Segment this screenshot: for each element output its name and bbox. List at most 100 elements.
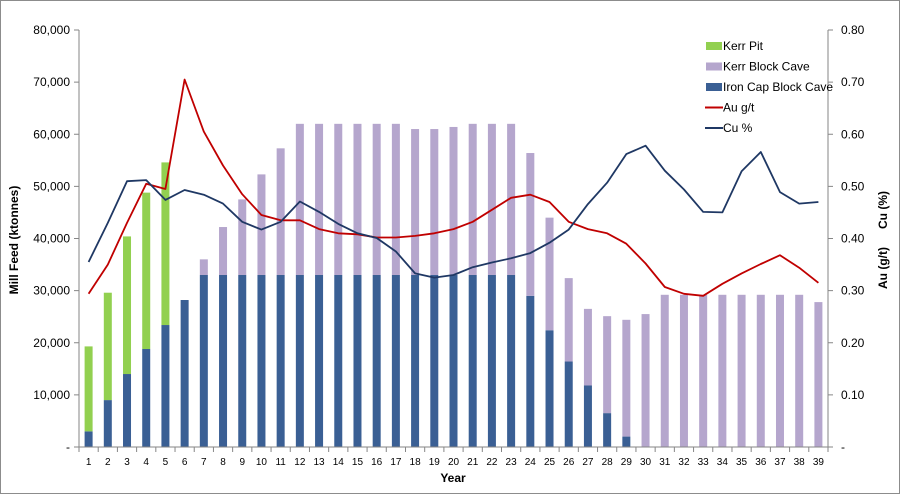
x-tick-label: 8 bbox=[220, 457, 226, 468]
y-left-tick-label: 60,000 bbox=[33, 127, 70, 141]
x-tick-label: 20 bbox=[448, 457, 460, 468]
bar-kerr-block-cave-30 bbox=[641, 314, 650, 447]
bar-kerr-block-cave-11 bbox=[276, 148, 285, 275]
lines-layer bbox=[87, 78, 819, 297]
legend-swatch-kerr-pit bbox=[706, 42, 722, 50]
x-tick-label: 11 bbox=[275, 457, 286, 468]
x-tick-label: 14 bbox=[333, 457, 345, 468]
y-axis-title-left: Mill Feed (ktonnes) bbox=[7, 186, 21, 295]
x-tick-label: 2 bbox=[105, 457, 111, 468]
x-tick-label: 10 bbox=[256, 457, 268, 468]
y-right-tick-label: 0.10 bbox=[841, 388, 865, 402]
bar-iron-cap-block-cave-29 bbox=[622, 436, 631, 447]
x-tick-label: 26 bbox=[563, 457, 575, 468]
bar-kerr-block-cave-20 bbox=[449, 126, 458, 275]
bar-iron-cap-block-cave-14 bbox=[334, 274, 343, 447]
bar-iron-cap-block-cave-6 bbox=[180, 300, 189, 447]
bar-iron-cap-block-cave-8 bbox=[219, 274, 228, 447]
x-tick-label: 29 bbox=[621, 457, 633, 468]
bar-iron-cap-block-cave-13 bbox=[315, 274, 324, 447]
x-tick-label: 18 bbox=[410, 457, 422, 468]
x-tick-label: 23 bbox=[506, 457, 518, 468]
y-left-tick-label: 10,000 bbox=[33, 388, 70, 402]
x-tick-label: 21 bbox=[467, 457, 479, 468]
bar-kerr-pit-1 bbox=[84, 346, 93, 432]
bar-iron-cap-block-cave-12 bbox=[295, 274, 304, 447]
bar-iron-cap-block-cave-1 bbox=[84, 431, 93, 447]
bar-kerr-block-cave-23 bbox=[507, 123, 516, 275]
bar-iron-cap-block-cave-28 bbox=[603, 413, 612, 447]
x-tick-label: 5 bbox=[163, 457, 169, 468]
bar-iron-cap-block-cave-11 bbox=[276, 274, 285, 447]
bar-kerr-block-cave-27 bbox=[583, 308, 592, 386]
x-tick-label: 32 bbox=[678, 457, 690, 468]
bar-iron-cap-block-cave-26 bbox=[564, 361, 573, 447]
bar-iron-cap-block-cave-10 bbox=[257, 274, 266, 447]
x-tick-label: 19 bbox=[429, 457, 441, 468]
bar-kerr-block-cave-29 bbox=[622, 319, 631, 437]
y-left-tick-label: - bbox=[66, 440, 70, 454]
bar-kerr-block-cave-13 bbox=[315, 123, 324, 275]
bar-iron-cap-block-cave-9 bbox=[238, 274, 247, 447]
bar-iron-cap-block-cave-17 bbox=[391, 274, 400, 447]
legend-label-iron-cap-block-cave: Iron Cap Block Cave bbox=[723, 80, 833, 94]
bar-iron-cap-block-cave-22 bbox=[487, 274, 496, 447]
legend-label-kerr-block-cave: Kerr Block Cave bbox=[723, 60, 810, 74]
bar-kerr-block-cave-22 bbox=[487, 123, 496, 275]
bar-kerr-block-cave-31 bbox=[660, 294, 669, 447]
y-left-tick-label: 30,000 bbox=[33, 284, 70, 298]
bar-kerr-block-cave-19 bbox=[430, 129, 439, 275]
y-right-tick-label: 0.40 bbox=[841, 232, 865, 246]
bar-kerr-block-cave-36 bbox=[756, 294, 765, 447]
bar-kerr-block-cave-25 bbox=[545, 217, 554, 331]
x-tick-label: 16 bbox=[371, 457, 383, 468]
bar-kerr-block-cave-28 bbox=[603, 316, 612, 414]
bar-kerr-block-cave-18 bbox=[411, 129, 420, 275]
y-right-tick-label: 0.70 bbox=[841, 75, 865, 89]
bar-kerr-block-cave-32 bbox=[679, 294, 688, 447]
bar-iron-cap-block-cave-4 bbox=[142, 349, 151, 447]
bars-layer bbox=[84, 123, 823, 447]
x-tick-label: 12 bbox=[294, 457, 306, 468]
bar-iron-cap-block-cave-18 bbox=[411, 274, 420, 447]
y-right-tick-label: 0.50 bbox=[841, 179, 865, 193]
bar-kerr-block-cave-14 bbox=[334, 123, 343, 275]
bar-kerr-block-cave-33 bbox=[699, 294, 708, 447]
x-tick-label: 30 bbox=[640, 457, 652, 468]
bar-kerr-pit-5 bbox=[161, 162, 170, 326]
x-tick-label: 39 bbox=[813, 457, 825, 468]
bar-kerr-block-cave-37 bbox=[775, 294, 784, 447]
axes-layer: - 10,000 20,000 30,000 40,000 50,000 60,000 70,… bbox=[33, 23, 864, 468]
legend-swatch-iron-cap-block-cave bbox=[706, 83, 722, 91]
x-tick-label: 1 bbox=[86, 457, 92, 468]
line-au-g-t bbox=[87, 78, 819, 297]
x-tick-label: 37 bbox=[774, 457, 786, 468]
x-tick-label: 33 bbox=[698, 457, 710, 468]
bar-kerr-block-cave-38 bbox=[795, 294, 804, 447]
bar-kerr-block-cave-9 bbox=[238, 199, 247, 275]
y-right-tick-label: 0.20 bbox=[841, 336, 865, 350]
bar-iron-cap-block-cave-7 bbox=[199, 274, 208, 447]
y-left-tick-label: 40,000 bbox=[33, 232, 70, 246]
y-left-tick-label: 50,000 bbox=[33, 179, 70, 193]
bar-iron-cap-block-cave-16 bbox=[372, 274, 381, 447]
x-axis-title: Year bbox=[440, 471, 466, 485]
y-left-tick-label: 20,000 bbox=[33, 336, 70, 350]
bar-kerr-block-cave-7 bbox=[199, 259, 208, 275]
x-tick-label: 9 bbox=[239, 457, 245, 468]
x-tick-label: 34 bbox=[717, 457, 729, 468]
bar-iron-cap-block-cave-21 bbox=[468, 274, 477, 447]
legend-swatch-kerr-block-cave bbox=[706, 62, 722, 71]
y-left-tick-label: 80,000 bbox=[33, 23, 70, 37]
x-tick-label: 3 bbox=[124, 457, 130, 468]
x-tick-label: 24 bbox=[525, 457, 537, 468]
y-right-tick-label: 0.80 bbox=[841, 23, 865, 37]
y-axis-title-right-au: Au (g/t) bbox=[876, 247, 890, 289]
bar-kerr-block-cave-26 bbox=[564, 278, 573, 362]
x-tick-label: 13 bbox=[314, 457, 326, 468]
x-tick-label: 7 bbox=[201, 457, 207, 468]
bar-kerr-pit-4 bbox=[142, 192, 151, 350]
x-tick-label: 36 bbox=[755, 457, 767, 468]
x-tick-label: 22 bbox=[486, 457, 498, 468]
